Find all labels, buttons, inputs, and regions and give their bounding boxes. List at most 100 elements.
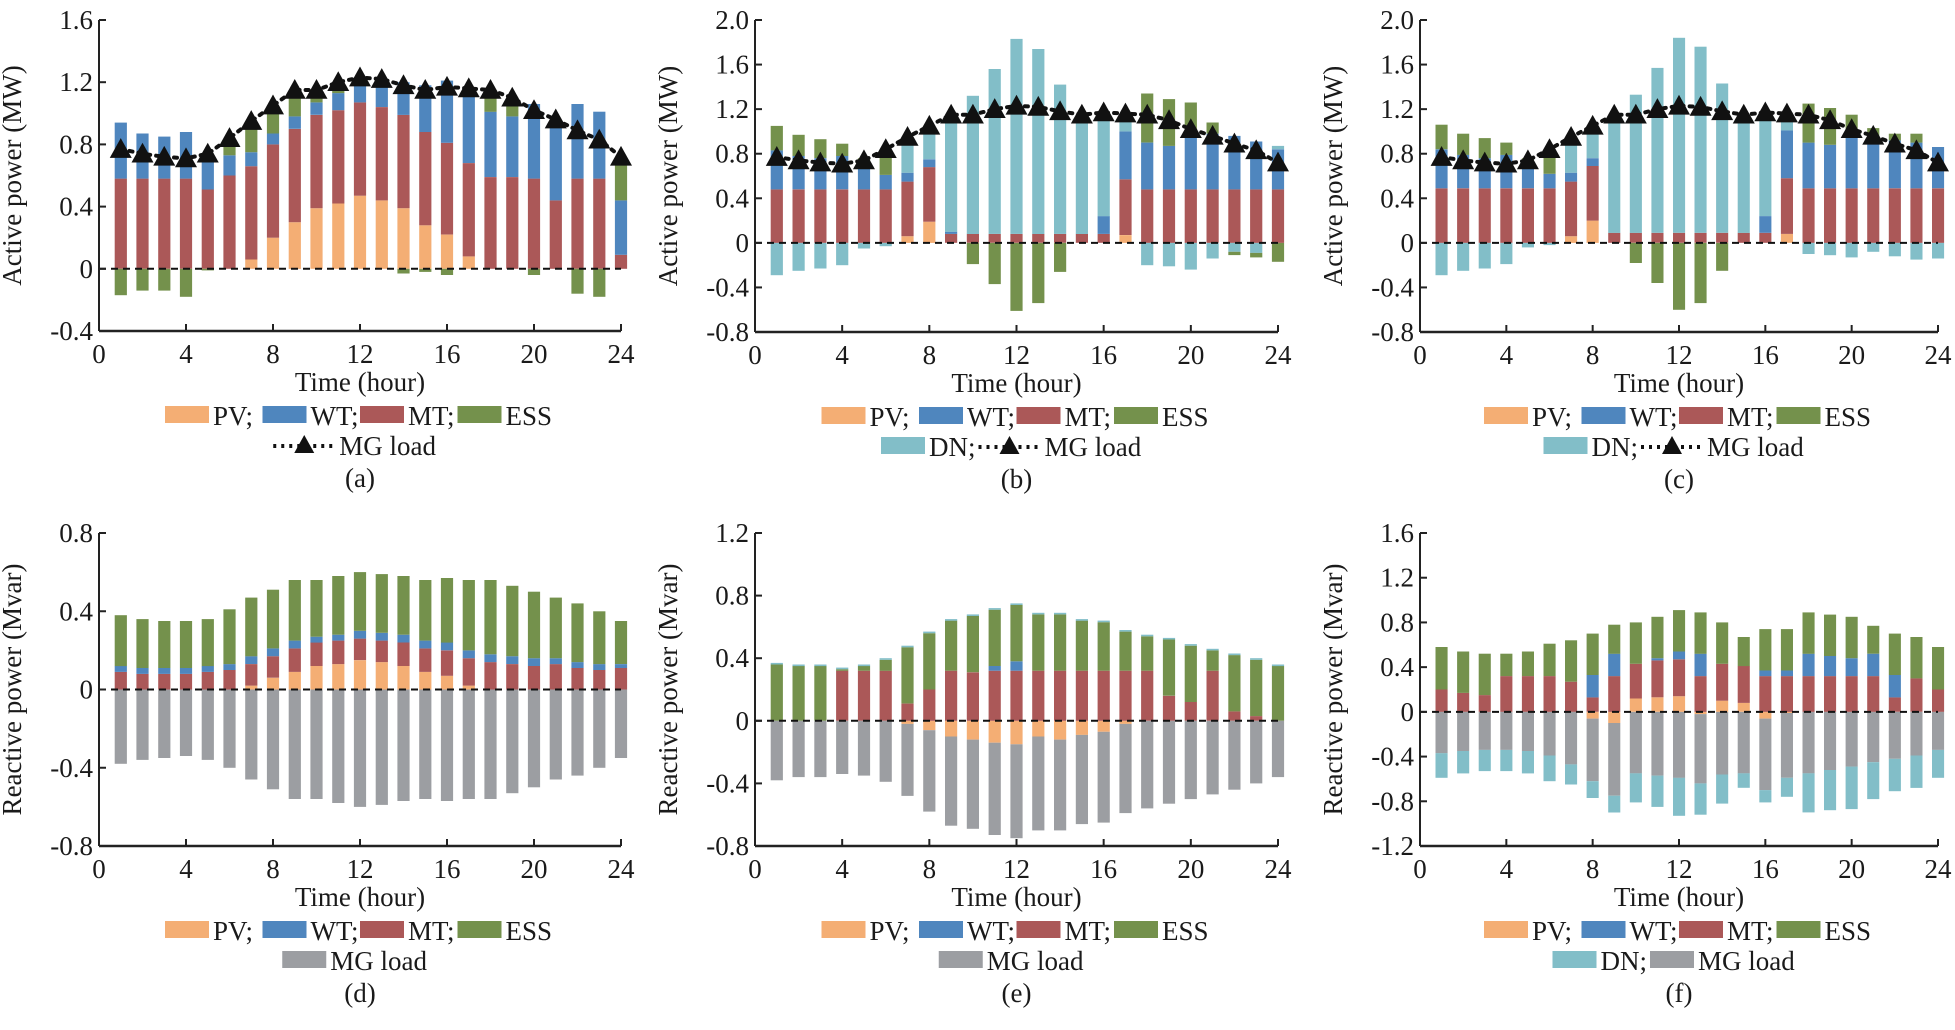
bar-dn: [1206, 648, 1219, 651]
bar-ess: [440, 268, 454, 275]
bar-mt: [1586, 697, 1599, 712]
mg-load-marker: [588, 128, 611, 149]
bar-mt: [1608, 232, 1621, 243]
bar-pv: [440, 675, 454, 690]
bar-wt: [245, 152, 258, 167]
mg-load-marker: [1179, 118, 1202, 138]
bar-mt: [288, 128, 301, 223]
bar-pv: [1694, 711, 1707, 715]
bar-pv: [419, 671, 432, 690]
bar-mg-load: [245, 689, 258, 780]
bar-mt: [1184, 189, 1197, 243]
legend-swatch: [1016, 921, 1061, 938]
bar-mt: [332, 640, 345, 665]
bar-pv: [1075, 720, 1088, 735]
bar-ess: [1435, 647, 1448, 690]
bar-mt: [1032, 670, 1045, 721]
bar-mg-load: [419, 689, 432, 799]
legend-label: WT;: [311, 916, 359, 946]
bar-dn: [1141, 634, 1154, 637]
bar-mt: [245, 166, 258, 260]
bar-dn: [945, 619, 958, 621]
bar-dn: [1271, 664, 1285, 667]
bar-dn: [1629, 773, 1642, 803]
legend-label: ESS: [1825, 402, 1872, 432]
bar-ess: [988, 609, 1001, 666]
bar-pv: [1586, 711, 1599, 719]
bar-ess: [223, 144, 236, 156]
y-tick-label: -0.4: [50, 316, 93, 346]
bar-mt: [571, 178, 584, 269]
bar-mt: [836, 189, 849, 243]
bar-ess: [1543, 643, 1556, 677]
bar-dn: [988, 69, 1001, 234]
bar-dn: [879, 242, 892, 247]
bar-ess: [1228, 251, 1241, 256]
bar-mg-load: [1586, 718, 1599, 782]
bar-mg-load: [1780, 713, 1793, 778]
y-tick-label: -0.8: [706, 831, 749, 861]
bar-ess: [593, 611, 606, 665]
bar-pv: [332, 664, 345, 690]
x-tick-label: 16: [1090, 854, 1117, 884]
bar-wt: [288, 116, 301, 129]
bar-dn: [1119, 630, 1132, 632]
mg-load-marker: [918, 114, 941, 135]
bar-pv: [462, 256, 475, 269]
bar-mg-load: [1457, 711, 1470, 751]
bar-dn: [1435, 753, 1448, 778]
bar-wt: [353, 630, 367, 639]
bar-mt: [158, 178, 171, 269]
bar-pv: [1608, 711, 1621, 724]
bar-mg-load: [1716, 711, 1729, 775]
legend-swatch: [1484, 407, 1528, 424]
bar-dn: [1673, 777, 1686, 816]
bar-ess: [836, 669, 849, 671]
bar-ess: [1932, 647, 1945, 690]
bar-mg-load: [836, 720, 849, 774]
bar-mt: [266, 144, 280, 238]
mg-load-marker: [940, 103, 963, 124]
legend-item-wt: WT;: [262, 916, 359, 946]
bar-wt: [397, 634, 410, 643]
bar-mg-load: [1054, 739, 1067, 831]
legend-label: MG load: [1045, 432, 1142, 462]
bar-wt: [1586, 675, 1599, 698]
legend-swatch: [1016, 407, 1061, 424]
bar-dn: [1250, 658, 1263, 660]
bar-wt: [1867, 137, 1880, 189]
bar-dn: [1586, 131, 1599, 159]
bar-mt: [1119, 670, 1132, 721]
bar-dn: [923, 132, 936, 160]
bar-dn: [1075, 619, 1088, 621]
x-tick-label: 8: [923, 854, 937, 884]
bar-dn: [1521, 242, 1534, 248]
bar-dn: [1737, 119, 1750, 233]
bar-dn: [1932, 749, 1945, 778]
bar-mt: [1206, 189, 1219, 243]
x-tick-label: 16: [1752, 854, 1779, 884]
mg-load-marker: [809, 151, 832, 172]
bar-mt: [223, 669, 236, 690]
panel-label: (b): [1001, 464, 1032, 494]
bar-wt: [332, 634, 345, 641]
bar-pv: [332, 203, 345, 269]
x-tick-label: 20: [1838, 854, 1865, 884]
bar-wt: [1608, 653, 1621, 677]
bar-pv: [310, 208, 323, 269]
bar-ess: [114, 268, 127, 296]
bar-dn: [1054, 84, 1067, 234]
bar-ess: [245, 127, 258, 153]
bar-mt: [549, 200, 562, 269]
bar-mt: [1054, 233, 1067, 243]
bar-dn: [1228, 242, 1241, 252]
panel-label: (f): [1666, 978, 1693, 1008]
bar-pv: [1586, 220, 1599, 243]
legend-label: MT;: [1065, 916, 1112, 946]
x-tick-label: 12: [347, 854, 374, 884]
legend-label: WT;: [967, 402, 1015, 432]
bar-mt: [1228, 711, 1241, 721]
x-tick-label: 8: [1586, 854, 1600, 884]
